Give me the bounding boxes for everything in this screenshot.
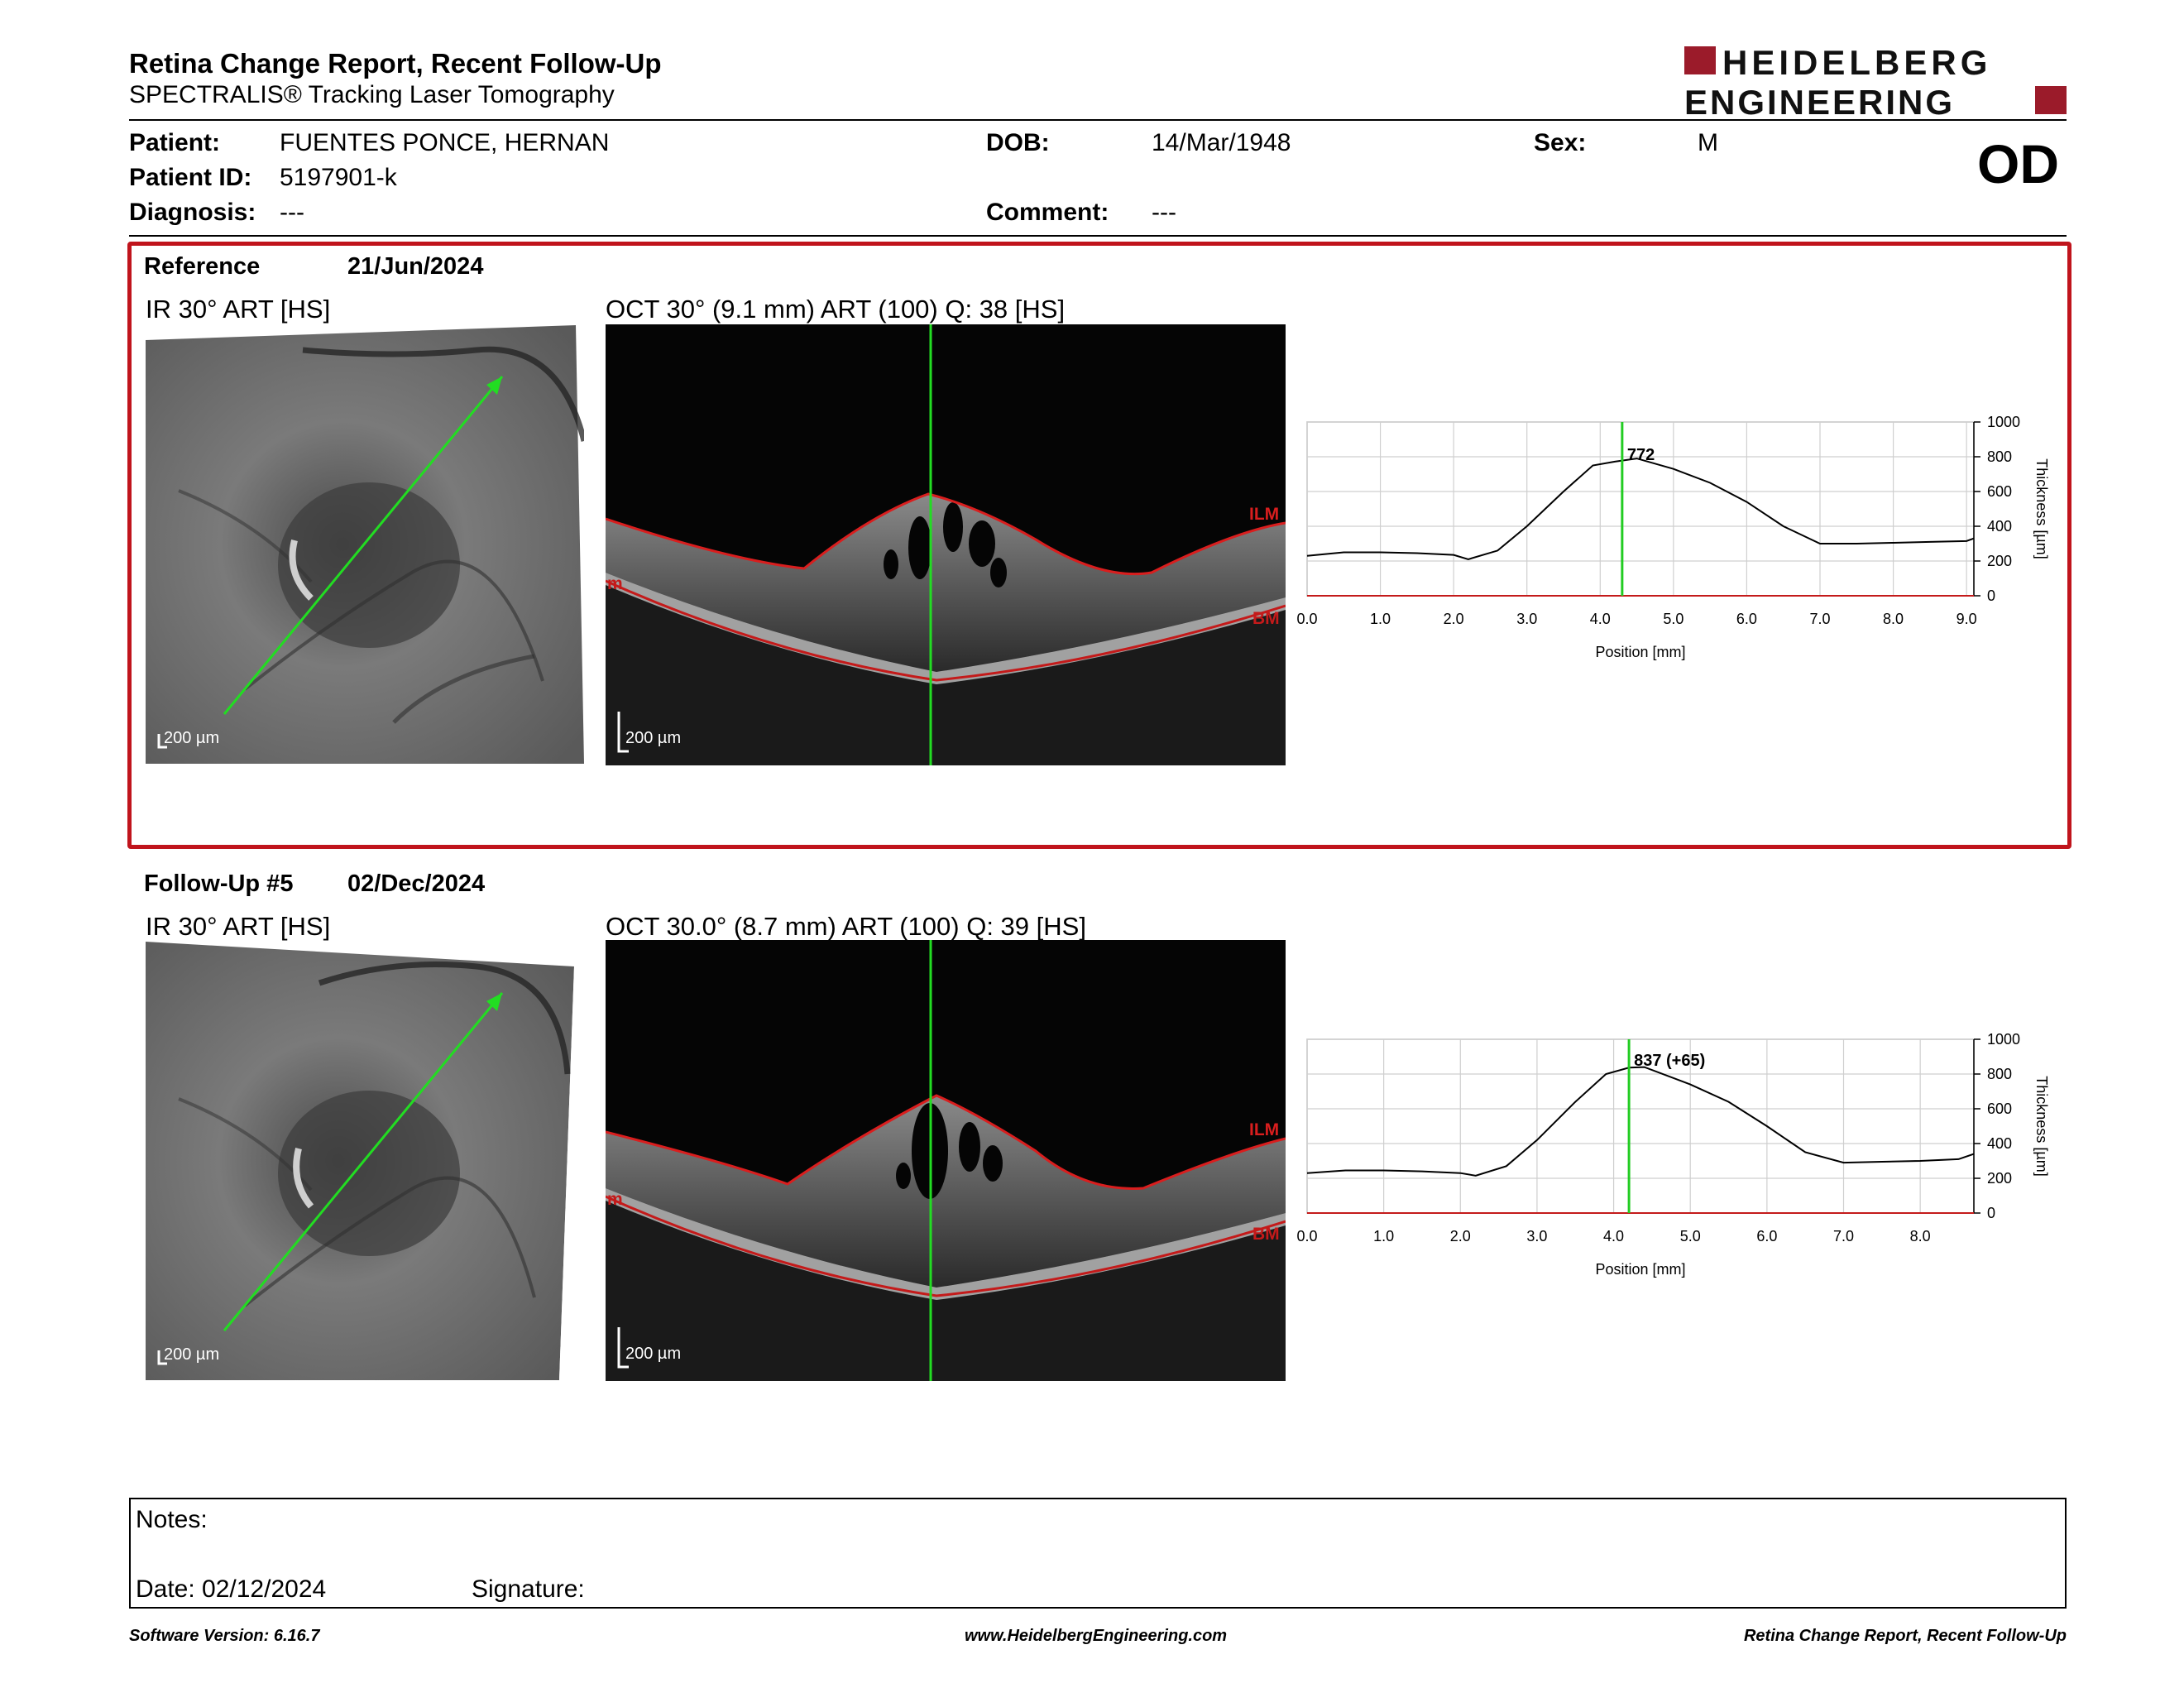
report-subtitle: SPECTRALIS® Tracking Laser Tomography [129, 81, 615, 108]
comment-label: Comment: [986, 199, 1109, 226]
chart1-series-0 [1306, 1066, 1975, 1177]
header-rule [129, 119, 2067, 121]
followup-ir-fundus-image[interactable]: 200 µm [146, 942, 584, 1380]
chart1-xtick-5: 5.0 [1680, 1228, 1701, 1244]
followup-oct-scale: 200 µm [625, 1345, 681, 1363]
chart0-xtick-4: 4.0 [1590, 611, 1611, 627]
chart1-xtick-2: 2.0 [1450, 1228, 1471, 1244]
comment-value: --- [1152, 199, 1176, 226]
patient-id-label: Patient ID: [129, 164, 252, 191]
followup-ilm-line [606, 1094, 1286, 1190]
reference-thickness-chart: 0.0 1.0 2.0 3.0 4.0 5.0 6.0 7.0 8.0 9.0 0 200 400 600… [1296, 414, 2050, 660]
followup-scan-line [223, 992, 504, 1331]
signature-label: Signature: [472, 1575, 585, 1603]
reference-left-layer-label: m [607, 574, 623, 593]
chart0-ytick-2: 400 [1987, 518, 2012, 535]
followup-ir-scale: 200 µm [164, 1345, 219, 1364]
dob-label: DOB: [986, 129, 1050, 156]
chart0-annotation: 772 [1627, 446, 1655, 464]
patient-name: FUENTES PONCE, HERNAN [280, 129, 610, 156]
chart0-ytick-5: 1000 [1987, 414, 2020, 430]
chart1-xtick-3: 3.0 [1526, 1228, 1547, 1244]
diagnosis-label: Diagnosis: [129, 199, 256, 226]
chart0-series-0 [1306, 458, 1975, 560]
reference-scan-line [223, 376, 504, 715]
chart1-annotation: 837 (+65) [1634, 1052, 1705, 1070]
chart0-ytick-4: 800 [1987, 448, 2012, 465]
notes-box[interactable] [129, 1498, 2067, 1609]
chart0-xtick-6: 6.0 [1736, 611, 1757, 627]
chart1-ytick-5: 1000 [1987, 1031, 2020, 1048]
followup-bm-line [606, 1195, 1286, 1297]
heidelberg-logo: HEIDELBERG ENGINEERING [1684, 43, 2067, 117]
followup-date: 02/Dec/2024 [347, 870, 486, 897]
chart1-xtick-7: 7.0 [1833, 1228, 1854, 1244]
followup-oct-caption: OCT 30.0° (8.7 mm) ART (100) Q: 39 [HS] [606, 912, 1086, 941]
report-title: Retina Change Report, Recent Follow-Up [129, 48, 662, 79]
chart0-xlabel: Position [mm] [1595, 644, 1685, 660]
logo-square-bottom [2035, 86, 2067, 114]
sex-value: M [1698, 129, 1718, 156]
reference-bm-line [606, 579, 1286, 682]
followup-left-layer-label: m [607, 1190, 623, 1209]
chart0-xtick-0: 0.0 [1296, 611, 1317, 627]
followup-label: Follow-Up #5 [144, 870, 294, 897]
chart1-ytick-1: 200 [1987, 1170, 2012, 1187]
chart1-xtick-8: 8.0 [1910, 1228, 1931, 1244]
footer-website[interactable]: www.HeidelbergEngineering.com [965, 1627, 1228, 1645]
followup-ir-caption: IR 30° ART [HS] [146, 912, 331, 941]
followup-bm-label: BM [1252, 1225, 1280, 1244]
reference-ir-fundus-image[interactable]: 200 µm [146, 325, 584, 764]
notes-label: Notes: [136, 1506, 208, 1533]
chart1-ytick-2: 400 [1987, 1135, 2012, 1152]
chart0-ylabel: Thickness [µm] [2033, 458, 2050, 559]
reference-ilm-label: ILM [1249, 505, 1279, 524]
chart0-xtick-3: 3.0 [1516, 611, 1537, 627]
chart1-ytick-0: 0 [1987, 1205, 1995, 1221]
footer-report-name: Retina Change Report, Recent Follow-Up [1743, 1627, 2067, 1645]
chart1-ytick-4: 800 [1987, 1066, 2012, 1082]
chart1-ylabel: Thickness [µm] [2033, 1076, 2050, 1176]
reference-ir-caption: IR 30° ART [HS] [146, 295, 331, 324]
chart0-ytick-1: 200 [1987, 553, 2012, 569]
reference-oct-caption: OCT 30° (9.1 mm) ART (100) Q: 38 [HS] [606, 295, 1066, 324]
chart0-xtick-2: 2.0 [1444, 611, 1464, 627]
chart0-xtick-7: 7.0 [1809, 611, 1830, 627]
patient-id-value: 5197901-k [280, 164, 397, 191]
reference-bm-label: BM [1252, 609, 1280, 628]
logo-line1: HEIDELBERG [1722, 43, 1991, 82]
dob-value: 14/Mar/1948 [1152, 129, 1291, 156]
reference-oct-bscan-image[interactable]: ILM BM m 200 µm [606, 324, 1286, 765]
chart1-xtick-1: 1.0 [1373, 1228, 1394, 1244]
chart0-xtick-5: 5.0 [1663, 611, 1684, 627]
chart1-xlabel: Position [mm] [1595, 1261, 1685, 1278]
followup-thickness-chart: 0.0 1.0 2.0 3.0 4.0 5.0 6.0 7.0 8.0 0 200 400 600 800… [1296, 1031, 2050, 1278]
chart1-xtick-0: 0.0 [1296, 1228, 1317, 1244]
footer-software-version: Software Version: 6.16.7 [129, 1627, 320, 1645]
chart0-xtick-9: 9.0 [1956, 611, 1977, 627]
chart1-ytick-3: 600 [1987, 1101, 2012, 1117]
reference-date: 21/Jun/2024 [347, 253, 484, 280]
chart0-xtick-8: 8.0 [1883, 611, 1904, 627]
patient-rule [129, 235, 2067, 237]
followup-oct-bscan-image[interactable]: ILM BM m 200 µm [606, 940, 1286, 1381]
patient-label: Patient: [129, 129, 221, 156]
followup-ilm-label: ILM [1249, 1120, 1279, 1139]
reference-label: Reference [144, 253, 261, 280]
chart1-xtick-4: 4.0 [1603, 1228, 1624, 1244]
logo-square-top [1684, 46, 1716, 74]
chart0-ytick-0: 0 [1987, 587, 1995, 604]
logo-line2: ENGINEERING [1684, 83, 1955, 117]
reference-ir-scale: 200 µm [164, 729, 219, 747]
reference-ilm-line [606, 492, 1286, 576]
eye-indicator: OD [1977, 133, 2059, 194]
chart0-ytick-3: 600 [1987, 483, 2012, 500]
sex-label: Sex: [1534, 129, 1587, 156]
chart0-xtick-1: 1.0 [1370, 611, 1391, 627]
diagnosis-value: --- [280, 199, 304, 226]
reference-oct-scale: 200 µm [625, 729, 681, 747]
reference-highlight-box [127, 242, 2071, 849]
notes-date: Date: 02/12/2024 [136, 1575, 327, 1603]
chart1-xtick-6: 6.0 [1756, 1228, 1777, 1244]
